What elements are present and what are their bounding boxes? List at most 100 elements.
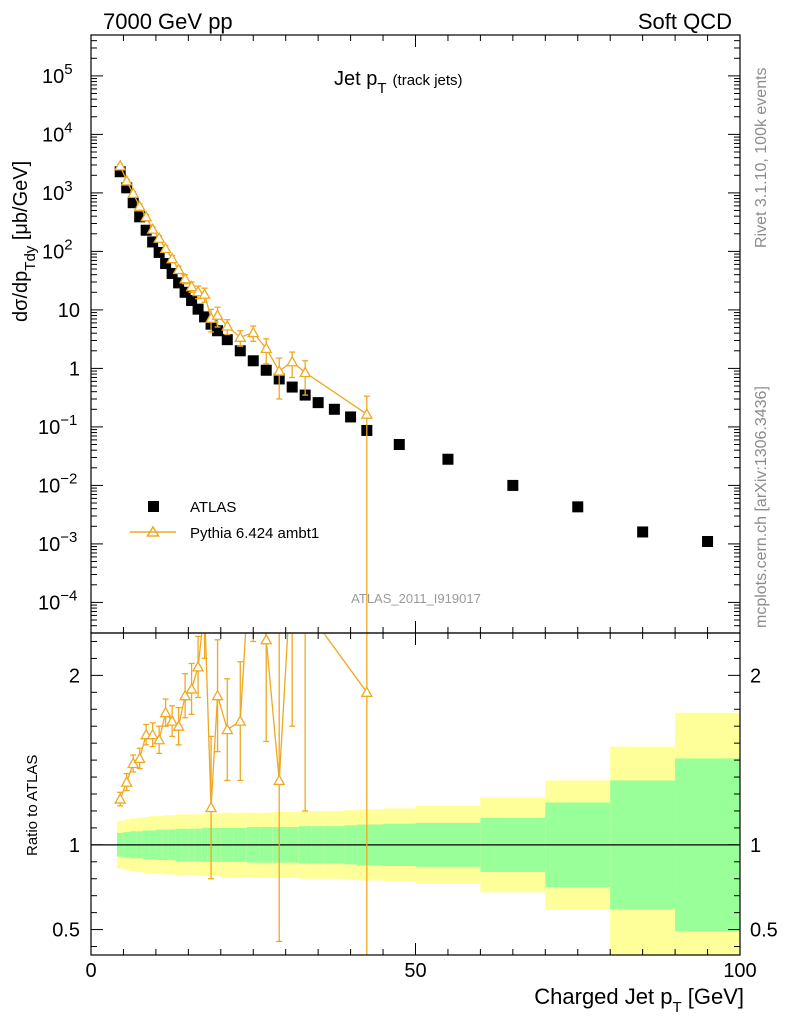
x-tick-label-1: 50	[404, 960, 426, 982]
legend: ATLAS Pythia 6.424 ambt1	[130, 499, 319, 542]
atlas-point-31	[637, 526, 649, 538]
y-tick-base-9: 10	[38, 592, 60, 614]
pythia-series	[114, 159, 373, 633]
main-title: Jet pT (track jets)	[334, 68, 463, 97]
ratio-ytick-label-l-1: 1	[69, 835, 80, 857]
y-tick-exp-6: −1	[60, 412, 77, 429]
y-tick-label-4: 10	[58, 300, 80, 322]
y-tick-exp-2: 3	[64, 178, 72, 195]
y-tick-exp-1: 4	[64, 119, 72, 136]
atlas-point-2	[127, 197, 139, 209]
ratio-point-3	[133, 752, 146, 764]
pythia-point-19	[260, 342, 273, 354]
pythia-point-18	[247, 326, 260, 338]
y-tick-label-8: 10−3	[38, 529, 77, 556]
y-tick-label-6: 10−1	[38, 412, 77, 439]
ratio-point-23	[360, 685, 373, 697]
pythia-point-4	[140, 210, 153, 222]
atlas-point-3	[134, 211, 146, 223]
ratio-point-1	[120, 775, 133, 787]
pythia-point-6	[153, 231, 166, 243]
atlas-point-25	[345, 411, 357, 423]
header-left: 7000 GeV pp	[103, 9, 233, 34]
ratio-point-14	[204, 801, 218, 813]
pythia-point-0	[114, 159, 127, 171]
y-tick-label-1: 104	[42, 119, 73, 146]
y-tick-base-1: 10	[42, 124, 64, 146]
y-tick-exp-3: 2	[64, 236, 72, 253]
ratio-point-5	[146, 728, 159, 740]
y-tick-base-8: 10	[38, 534, 60, 556]
ratio-point-11	[185, 682, 198, 694]
ratio-point-9	[172, 719, 185, 731]
ratio-ytick-label-r-1: 1	[750, 835, 761, 857]
atlas-point-30	[572, 501, 584, 513]
y-tick-label-2: 103	[42, 178, 73, 205]
ratio-point-7	[159, 706, 172, 718]
pythia-line	[119, 165, 368, 415]
pythia-point-3	[133, 199, 146, 211]
atlas-point-7	[160, 258, 172, 270]
pythia-point-2	[127, 187, 140, 199]
ratio-ytick-label-l-2: 2	[69, 665, 80, 687]
ratio-point-0	[114, 792, 127, 804]
ratio-point-19	[260, 633, 273, 645]
pythia-point-17	[234, 330, 247, 342]
ratio-point-10	[179, 689, 192, 701]
y-tick-base-2: 10	[42, 183, 64, 205]
pythia-point-15	[211, 308, 224, 320]
atlas-point-18	[247, 355, 259, 367]
y-tick-label-0: 105	[42, 61, 73, 88]
y-tick-exp-8: −3	[60, 529, 77, 546]
ratio-y-axis-label: Ratio to ATLAS	[24, 755, 41, 856]
atlas-point-19	[260, 364, 272, 376]
pythia-point-9	[172, 263, 185, 275]
ratio-point-18	[248, 501, 258, 510]
atlas-point-21	[286, 381, 298, 393]
y-tick-label-5: 1	[69, 358, 80, 380]
pythia-point-21	[286, 355, 299, 367]
analysis-id: ATLAS_2011_I919017	[351, 591, 481, 606]
y-tick-base-7: 10	[38, 475, 60, 497]
atlas-point-4	[140, 224, 152, 236]
pythia-point-7	[159, 242, 172, 254]
atlas-point-13	[199, 311, 211, 323]
pythia-point-11	[185, 280, 198, 292]
ratio-point-16	[221, 723, 234, 735]
x-tick-label-0: 0	[85, 960, 96, 982]
atlas-point-11	[186, 294, 198, 306]
ratio-pythia-series	[114, 501, 373, 955]
y-tick-label-7: 10−2	[38, 470, 77, 497]
ratio-point-15	[211, 689, 224, 701]
atlas-point-9	[173, 277, 185, 289]
pythia-point-12	[191, 285, 205, 297]
atlas-points	[114, 166, 714, 547]
ratio-ytick-label-l-0: 0.5	[52, 920, 80, 942]
y-tick-exp-7: −2	[60, 470, 77, 487]
ratio-ytick-label-r-0: 0.5	[750, 920, 778, 942]
atlas-point-24	[328, 403, 340, 415]
header-right: Soft QCD	[638, 9, 732, 34]
atlas-point-1	[121, 182, 133, 194]
pythia-point-13	[198, 287, 211, 299]
y-tick-label-3: 102	[42, 236, 73, 263]
pythia-point-1	[120, 174, 133, 186]
pythia-point-22	[299, 366, 312, 378]
y-tick-base-3: 10	[42, 241, 64, 263]
atlas-point-16	[221, 334, 233, 346]
mcplots-label: mcplots.cern.ch [arXiv:1306.3436]	[753, 386, 770, 628]
y-tick-exp-0: 5	[64, 61, 72, 78]
y-tick-label-9: 10−4	[38, 587, 77, 614]
x-axis-label: Charged Jet pT [GeV]	[534, 984, 744, 1016]
atlas-point-32	[702, 535, 714, 547]
pythia-point-23	[360, 407, 373, 419]
pythia-point-5	[146, 222, 159, 234]
ratio-point-22	[300, 603, 310, 612]
ratio-point-17	[234, 714, 247, 726]
ratio-point-8	[166, 714, 179, 726]
ratio-point-13	[200, 603, 210, 612]
atlas-point-15	[212, 325, 224, 337]
legend-marker-atlas	[148, 501, 159, 512]
ratio-point-6	[153, 733, 166, 745]
